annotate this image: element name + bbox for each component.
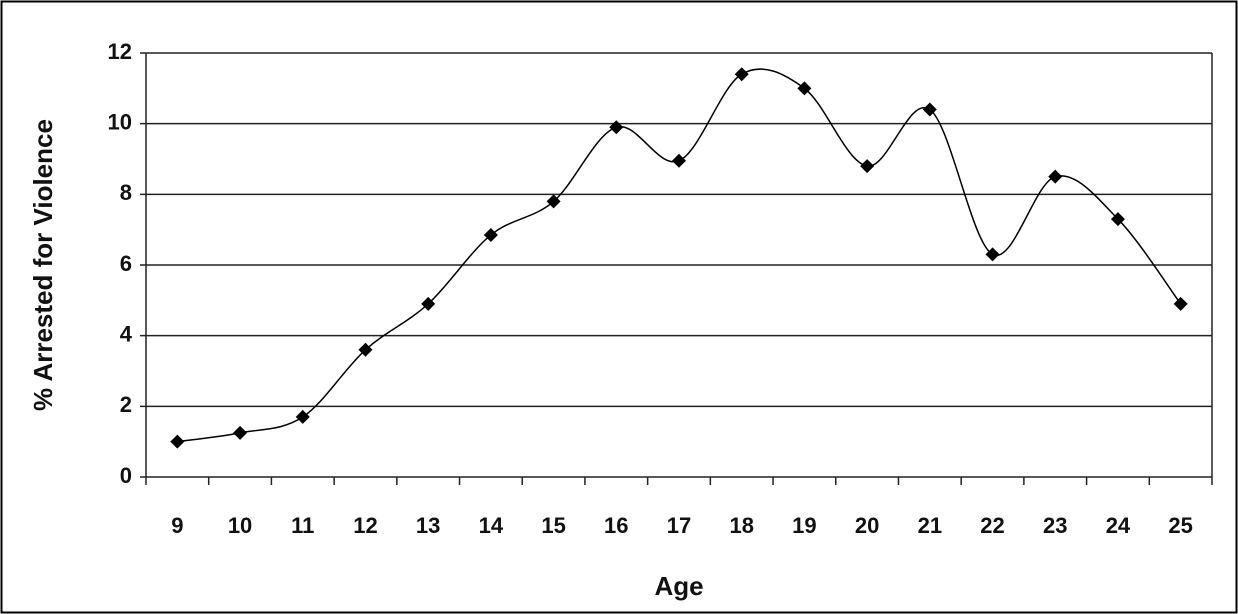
x-tick-label: 16	[604, 513, 628, 538]
x-tick-label: 14	[479, 513, 504, 538]
marker	[734, 67, 749, 82]
x-tick-label: 18	[729, 513, 753, 538]
y-axis-label: % Arrested for Violence	[28, 119, 58, 411]
x-tick-label: 17	[667, 513, 691, 538]
x-tick-label: 24	[1106, 513, 1131, 538]
y-tick-label: 8	[120, 180, 132, 205]
x-tick-label: 25	[1168, 513, 1192, 538]
x-tick-label: 9	[171, 513, 183, 538]
x-axis-label: Age	[654, 571, 703, 601]
marker	[1048, 169, 1063, 184]
marker	[421, 296, 436, 311]
marker	[170, 434, 185, 449]
marker	[546, 194, 561, 209]
marker	[233, 425, 248, 440]
x-tick-label: 13	[416, 513, 440, 538]
x-tick-label: 11	[291, 513, 314, 538]
x-tick-label: 19	[792, 513, 816, 538]
marker	[295, 409, 310, 424]
marker	[1173, 296, 1188, 311]
y-tick-label: 4	[120, 321, 133, 346]
x-tick-label: 21	[918, 513, 942, 538]
marker	[672, 153, 686, 168]
x-tick-label: 12	[353, 513, 377, 538]
y-tick-label: 0	[120, 463, 132, 488]
y-tick-label: 10	[108, 109, 132, 134]
marker	[922, 102, 937, 117]
marker	[358, 342, 373, 357]
y-tick-label: 6	[120, 251, 132, 276]
marker	[860, 159, 875, 174]
marker	[985, 247, 1000, 262]
marker	[797, 81, 812, 96]
x-tick-label: 23	[1043, 513, 1067, 538]
marker	[609, 120, 624, 135]
line	[177, 68, 1182, 443]
y-tick-label: 12	[108, 39, 132, 64]
x-tick-label: 10	[228, 513, 252, 538]
marker	[1110, 212, 1125, 227]
x-tick-label: 20	[855, 513, 879, 538]
x-tick-label: 15	[541, 513, 565, 538]
x-tick-label: 22	[980, 513, 1004, 538]
y-tick-label: 2	[120, 392, 132, 417]
marker	[483, 227, 498, 242]
